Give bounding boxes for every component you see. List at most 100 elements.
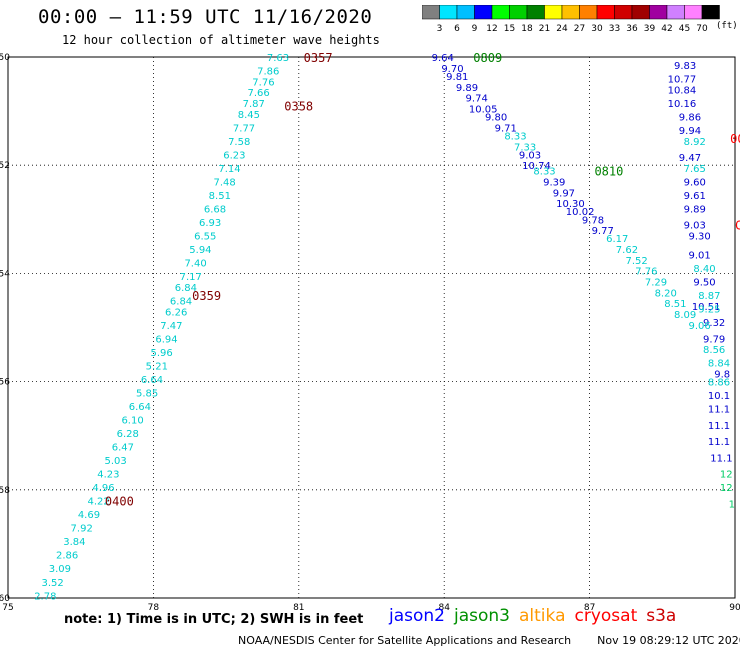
swh-value-label: 5.03 <box>104 456 126 467</box>
time-annotation: 0358 <box>284 100 313 114</box>
colorbar-label: 39 <box>644 24 656 34</box>
swh-value-label: 6.64 <box>141 375 163 386</box>
swh-value-label: 8.09 <box>674 310 696 321</box>
swh-value-label: 10.77 <box>668 75 697 86</box>
swh-value-label: 8.51 <box>664 299 686 310</box>
swh-value-label: 10.16 <box>668 99 697 110</box>
swh-value-label: 3.52 <box>41 578 63 589</box>
swh-value-label: 9.06 <box>689 321 711 332</box>
swh-value-label: 6.84 <box>175 283 197 294</box>
swh-value-label: 2.78 <box>34 591 56 602</box>
swh-value-label: 6.26 <box>165 307 187 318</box>
swh-value-label: 7.65 <box>684 164 706 175</box>
swh-value-label: 9.61 <box>684 191 706 202</box>
swh-value-label: 9.8 <box>714 369 730 380</box>
colorbar-label: 42 <box>661 24 672 34</box>
credit-text: NOAA/NESDIS Center for Satellite Applica… <box>238 634 572 647</box>
swh-value-label: 10.02 <box>566 207 595 218</box>
swh-value-label: 8.86 <box>708 378 730 389</box>
time-annotation: 0400 <box>105 495 134 509</box>
time-annotation: 0809 <box>473 51 502 65</box>
swh-value-label: 9.32 <box>703 318 725 329</box>
legend-item-jason2: jason2 <box>389 606 445 626</box>
swh-value-label: 9.39 <box>543 177 565 188</box>
x-tick-label: 75 <box>2 603 13 610</box>
colorbar-label: 18 <box>521 24 533 34</box>
time-annotation: 0357 <box>304 51 333 65</box>
swh-value-label: 8.56 <box>703 345 725 356</box>
swh-value-label: 9.97 <box>553 188 575 199</box>
swh-value-label: 10.1 <box>708 391 730 402</box>
swh-value-label: 9.03 <box>519 150 541 161</box>
colorbar-label: 12 <box>486 24 497 34</box>
swh-value-label: 12 <box>720 483 733 494</box>
x-tick-label: 81 <box>293 603 304 610</box>
y-tick-label: -52 <box>0 161 10 171</box>
y-tick-label: -60 <box>0 594 10 604</box>
swh-value-label: 5.94 <box>189 245 211 256</box>
legend: jason2 jason3 altika cryosat s3a <box>389 606 685 626</box>
swh-value-label: 4.22 <box>88 497 110 508</box>
swh-value-label: 7.76 <box>635 267 657 278</box>
swh-value-label: 9.01 <box>689 250 711 261</box>
swh-value-label: 6.47 <box>112 443 134 454</box>
swh-value-label: 7.33 <box>514 142 536 153</box>
swh-value-label: 9.03 <box>684 221 706 232</box>
legend-item-altika: altika <box>519 606 566 626</box>
swh-value-label: 11.1 <box>708 405 730 416</box>
swh-value-label: 11.1 <box>710 453 732 464</box>
y-tick-label: -58 <box>0 486 10 496</box>
swh-value-label: 9.94 <box>679 126 701 137</box>
swh-value-label: 3.09 <box>49 564 71 575</box>
legend-item-jason3: jason3 <box>454 606 510 626</box>
x-tick-label: 87 <box>584 603 595 610</box>
swh-value-label: 9.47 <box>679 153 701 164</box>
x-tick-label: 90 <box>729 603 740 610</box>
swh-value-label: 8.20 <box>655 288 677 299</box>
swh-value-label: 7.17 <box>180 272 202 283</box>
colorbar-label: 45 <box>679 24 690 34</box>
swh-value-label: 7.86 <box>257 67 279 78</box>
swh-value-label: 6.23 <box>223 150 245 161</box>
credit-line: NOAA/NESDIS Center for Satellite Applica… <box>238 634 740 647</box>
swh-value-label: 8.33 <box>504 131 526 142</box>
swh-value-label: 9.79 <box>703 334 725 345</box>
time-annotation: C <box>735 219 740 233</box>
time-annotation: 0810 <box>594 165 623 179</box>
footnote: note: 1) Time is in UTC; 2) SWH is in fe… <box>64 612 364 627</box>
swh-value-label: 10.84 <box>668 85 697 96</box>
colorbar-swatch <box>701 5 720 20</box>
y-tick-label: -54 <box>0 269 10 279</box>
swh-value-label: 5.21 <box>146 361 168 372</box>
swh-value-label: 2.86 <box>56 551 78 562</box>
colorbar: 3 6 9 12 15 18 21 24 27 30 33 36 39 42 45 70 <box>422 5 720 34</box>
swh-value-label: 7.40 <box>184 259 206 270</box>
swh-value-label: 7.47 <box>160 321 182 332</box>
swh-value-label: 9.50 <box>693 278 715 289</box>
swh-value-label: 9.89 <box>456 83 478 94</box>
swh-value-label: 7.29 <box>645 278 667 289</box>
swh-value-label: 4.96 <box>92 483 114 494</box>
swh-value-label: 7.92 <box>71 524 93 535</box>
swh-value-label: 9.86 <box>679 113 701 124</box>
swh-value-label: 9.80 <box>485 113 507 124</box>
swh-value-label: 6.64 <box>129 402 151 413</box>
swh-value-label: 7.87 <box>243 99 265 110</box>
swh-value-label: 7.58 <box>228 137 250 148</box>
swh-value-label: 8.45 <box>238 110 260 121</box>
swh-value-label: 8.87 <box>698 291 720 302</box>
swh-value-label: 7.77 <box>233 123 255 134</box>
swh-value-label: 5.85 <box>136 388 158 399</box>
colorbar-label: 9 <box>472 24 478 34</box>
swh-value-label: 9.71 <box>495 123 517 134</box>
swh-value-label: 9.30 <box>689 232 711 243</box>
swh-value-label: 10.74 <box>522 161 551 172</box>
y-tick-label: -56 <box>0 378 10 388</box>
time-annotation: 00 <box>730 132 740 146</box>
swh-value-label: 6.68 <box>204 204 226 215</box>
swh-value-label: 9.70 <box>441 64 463 75</box>
colorbar-label: 36 <box>626 24 638 34</box>
swh-value-label: 6.28 <box>117 429 139 440</box>
swh-value-label: 10.51 <box>692 302 721 313</box>
swh-value-label: 8.33 <box>533 167 555 178</box>
